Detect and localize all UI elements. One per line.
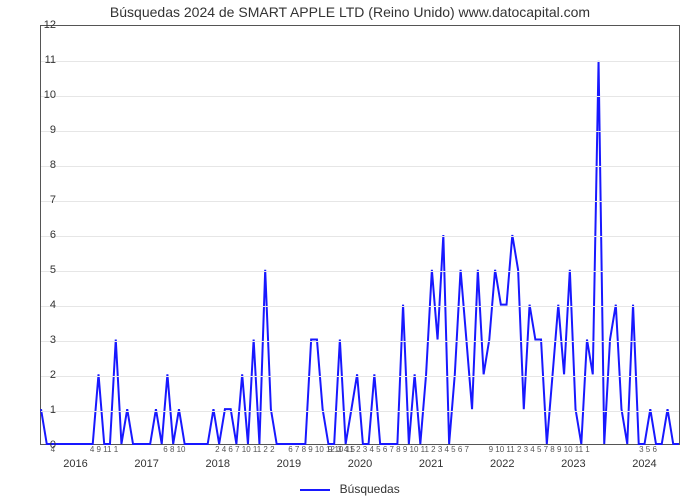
x-month-label: 4 9 11 1 bbox=[90, 445, 118, 454]
gridline-h bbox=[41, 306, 679, 307]
x-month-label: 4 bbox=[51, 445, 55, 454]
legend-label: Búsquedas bbox=[340, 482, 400, 496]
gridline-h bbox=[41, 341, 679, 342]
gridline-h bbox=[41, 271, 679, 272]
gridline-h bbox=[41, 166, 679, 167]
y-tick-label: 12 bbox=[32, 19, 56, 31]
legend-swatch bbox=[300, 489, 330, 491]
gridline-h bbox=[41, 61, 679, 62]
line-series bbox=[41, 26, 679, 444]
x-year-label: 2023 bbox=[561, 458, 585, 470]
x-month-label: 9 10 11 2 3 4 5 7 8 9 10 11 1 bbox=[489, 445, 590, 454]
gridline-h bbox=[41, 201, 679, 202]
y-tick-label: 4 bbox=[32, 299, 56, 311]
x-month-label: 3 5 6 bbox=[639, 445, 657, 454]
y-tick-label: 9 bbox=[32, 124, 56, 136]
gridline-h bbox=[41, 96, 679, 97]
x-year-label: 2024 bbox=[632, 458, 656, 470]
y-tick-label: 1 bbox=[32, 404, 56, 416]
x-month-label: 6 8 10 bbox=[163, 445, 185, 454]
x-year-label: 2017 bbox=[134, 458, 158, 470]
y-tick-label: 10 bbox=[32, 89, 56, 101]
plot-area bbox=[40, 25, 680, 445]
x-month-label: 9 10 11 2 3 4 5 6 7 8 9 10 11 2 3 4 5 6 … bbox=[328, 445, 469, 454]
y-tick-label: 8 bbox=[32, 159, 56, 171]
gridline-h bbox=[41, 236, 679, 237]
y-tick-label: 6 bbox=[32, 229, 56, 241]
x-year-label: 2022 bbox=[490, 458, 514, 470]
y-tick-label: 5 bbox=[32, 264, 56, 276]
x-year-label: 2019 bbox=[277, 458, 301, 470]
y-tick-label: 7 bbox=[32, 194, 56, 206]
y-tick-label: 2 bbox=[32, 369, 56, 381]
y-tick-label: 3 bbox=[32, 334, 56, 346]
x-year-label: 2020 bbox=[348, 458, 372, 470]
chart-title: Búsquedas 2024 de SMART APPLE LTD (Reino… bbox=[0, 4, 700, 20]
gridline-h bbox=[41, 131, 679, 132]
gridline-h bbox=[41, 376, 679, 377]
y-tick-label: 11 bbox=[32, 54, 56, 66]
searches-line-chart: Búsquedas 2024 de SMART APPLE LTD (Reino… bbox=[0, 0, 700, 500]
x-month-label: 2 4 6 7 10 11 2 2 bbox=[215, 445, 274, 454]
gridline-h bbox=[41, 411, 679, 412]
x-year-label: 2021 bbox=[419, 458, 443, 470]
x-year-label: 2018 bbox=[206, 458, 230, 470]
x-year-label: 2016 bbox=[63, 458, 87, 470]
legend: Búsquedas bbox=[0, 482, 700, 496]
